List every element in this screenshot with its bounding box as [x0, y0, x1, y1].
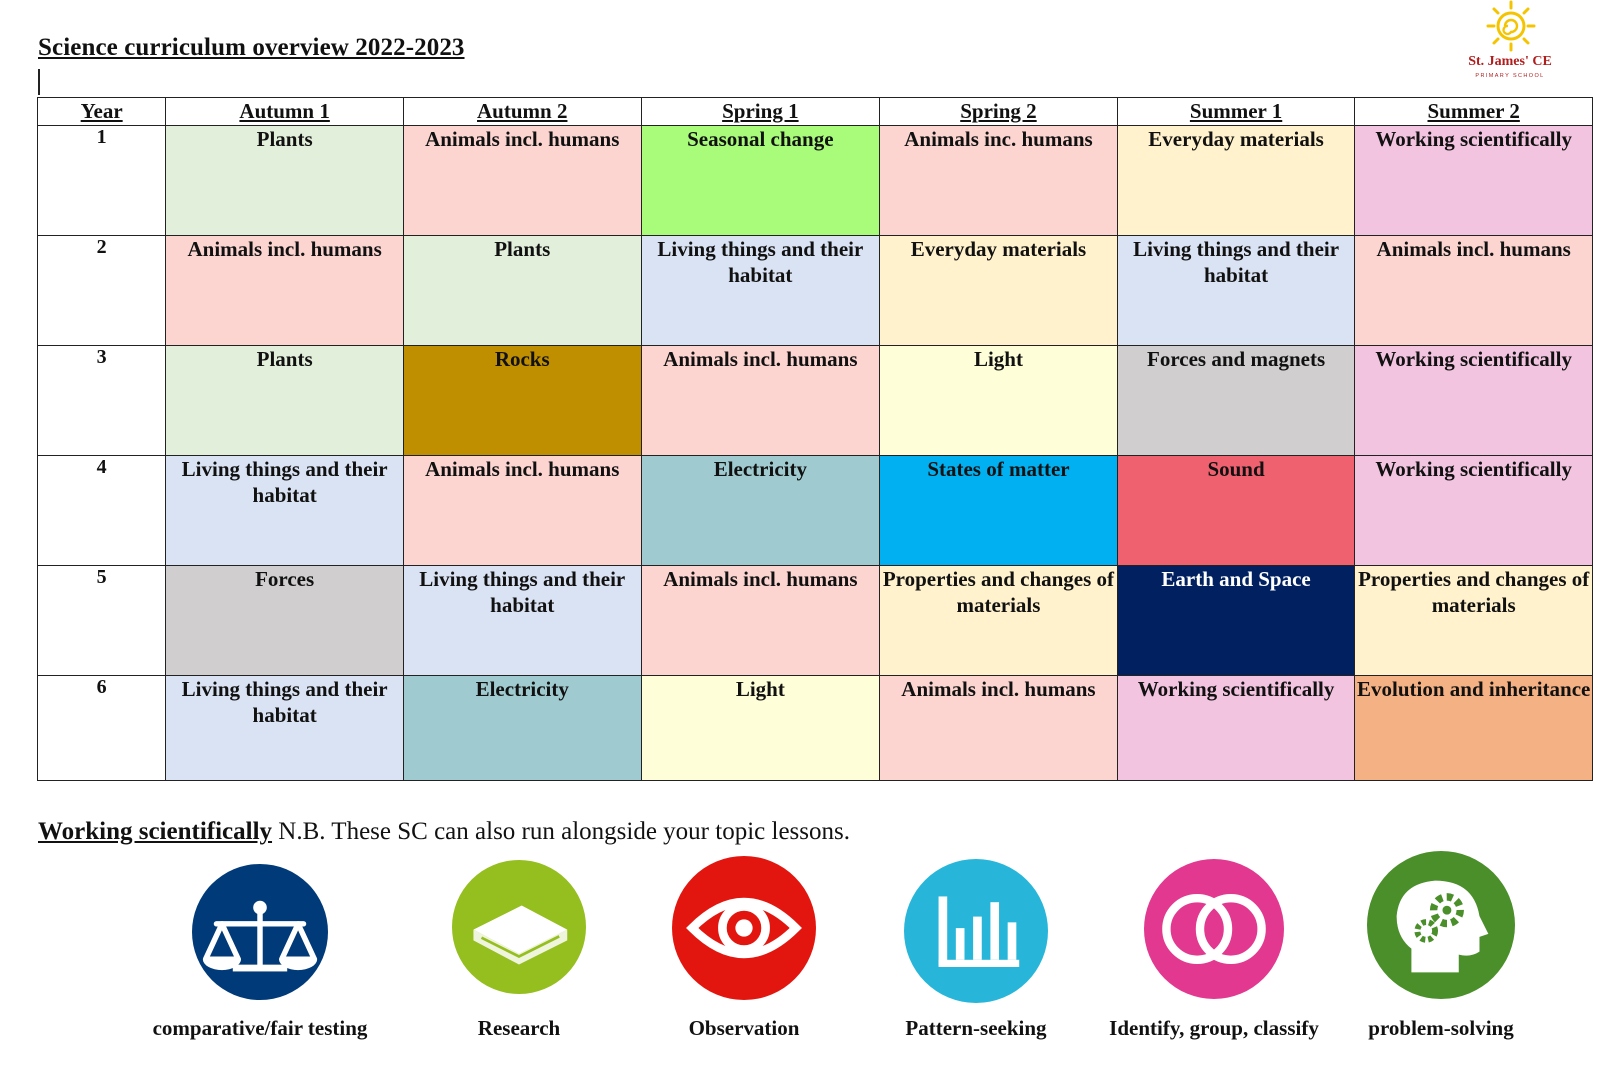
topic-cell: Forces: [165, 565, 404, 676]
topic-cell: Electricity: [640, 455, 881, 566]
table-row: 2 Animals incl. humans Plants Living things…: [36, 235, 1593, 346]
year-cell: 2: [36, 235, 167, 346]
year-cell: 6: [36, 675, 167, 781]
year-cell: 4: [36, 455, 167, 566]
header-summer-1: Summer 1: [1116, 97, 1356, 126]
head-gears-icon: [1367, 851, 1515, 999]
table-row: 4 Living things and their habitat Animals …: [36, 455, 1593, 566]
topic-cell: Everyday materials: [879, 235, 1118, 346]
topic-cell: Animals incl. humans: [165, 235, 404, 346]
table-header-row: Year Autumn 1 Autumn 2 Spring 1 Spring 2…: [36, 97, 1593, 126]
book-icon: [452, 860, 586, 994]
topic-cell: Plants: [165, 125, 404, 236]
header-spring-1: Spring 1: [640, 97, 881, 126]
topic-cell: Forces and magnets: [1116, 345, 1356, 456]
topic-cell: Working scientifically: [1354, 455, 1593, 566]
header-year: Year: [36, 97, 167, 126]
header-summer-2: Summer 2: [1354, 97, 1593, 126]
topic-cell: Light: [640, 675, 881, 781]
topic-cell: Animals incl. humans: [640, 345, 881, 456]
topic-cell: Electricity: [402, 675, 642, 781]
header-autumn-1: Autumn 1: [165, 97, 404, 126]
skill-label: Observation: [688, 1016, 800, 1040]
table-row: 5 Forces Living things and their habitat An…: [36, 565, 1593, 676]
topic-cell: Living things and their habitat: [165, 675, 404, 781]
header-autumn-2: Autumn 2: [402, 97, 642, 126]
topic-cell: Everyday materials: [1116, 125, 1356, 236]
skill-label: comparative/fair testing: [152, 1016, 368, 1040]
topic-cell: Earth and Space: [1116, 565, 1356, 676]
year-cell: 3: [36, 345, 167, 456]
table-row: 3 Plants Rocks Animals incl. humans Light For…: [36, 345, 1593, 456]
table-row: 1 Plants Animals incl. humans Seasonal chan…: [36, 125, 1593, 236]
topic-cell: Properties and changes of materials: [1354, 565, 1593, 676]
topic-cell: Evolution and inheritance: [1354, 675, 1593, 781]
skill-label: Identify, group, classify: [1109, 1016, 1319, 1040]
topic-cell: Seasonal change: [640, 125, 881, 236]
venn-icon: [1144, 859, 1284, 999]
topic-cell: Living things and their habitat: [165, 455, 404, 566]
working-scientifically-text: N.B. These SC can also run alongside you…: [272, 818, 850, 845]
topic-cell: Animals incl. humans: [640, 565, 881, 676]
working-scientifically-note: Working scientifically N.B. These SC can…: [38, 818, 850, 846]
skill-label: problem-solving: [1368, 1016, 1514, 1040]
topic-cell: Living things and their habitat: [402, 565, 642, 676]
sun-logo-icon: [1486, 0, 1536, 52]
topic-cell: Working scientifically: [1116, 675, 1356, 781]
topic-cell: Working scientifically: [1354, 125, 1593, 236]
year-cell: 1: [36, 125, 167, 236]
topic-cell: Light: [879, 345, 1118, 456]
table-body: 1 Plants Animals incl. humans Seasonal chan…: [36, 125, 1593, 781]
document-title: Science curriculum overview 2022-2023: [38, 34, 465, 61]
topic-cell: Animals incl. humans: [1354, 235, 1593, 346]
table-row: 6 Living things and their habitat Electric…: [36, 675, 1593, 781]
topic-cell: Living things and their habitat: [640, 235, 881, 346]
scales-icon: [192, 864, 328, 1000]
topic-cell: Plants: [402, 235, 642, 346]
curriculum-table: Year Autumn 1 Autumn 2 Spring 1 Spring 2…: [36, 97, 1593, 781]
topic-cell: Living things and their habitat: [1116, 235, 1356, 346]
working-scientifically-title: Working scientifically: [38, 818, 273, 845]
skill-label: Pattern-seeking: [905, 1016, 1047, 1040]
topic-cell: States of matter: [879, 455, 1118, 566]
topic-cell: Animals incl. humans: [402, 455, 642, 566]
header-spring-2: Spring 2: [879, 97, 1118, 126]
topic-cell: Properties and changes of materials: [879, 565, 1118, 676]
topic-cell: Animals inc. humans: [879, 125, 1118, 236]
bar-chart-icon: [904, 859, 1048, 1003]
eye-icon: [672, 856, 816, 1000]
logo-subtitle: PRIMARY SCHOOL: [1475, 73, 1545, 79]
school-logo: St. James' CE PRIMARY SCHOOL: [1462, 0, 1558, 88]
topic-cell: Working scientifically: [1354, 345, 1593, 456]
year-cell: 5: [36, 565, 167, 676]
topic-cell: Rocks: [402, 345, 642, 456]
topic-cell: Animals incl. humans: [402, 125, 642, 236]
topic-cell: Sound: [1116, 455, 1356, 566]
text-cursor: [38, 69, 40, 95]
topic-cell: Animals incl. humans: [879, 675, 1118, 781]
logo-school-name: St. James' CE: [1468, 54, 1552, 69]
skill-label: Research: [477, 1016, 561, 1040]
topic-cell: Plants: [165, 345, 404, 456]
